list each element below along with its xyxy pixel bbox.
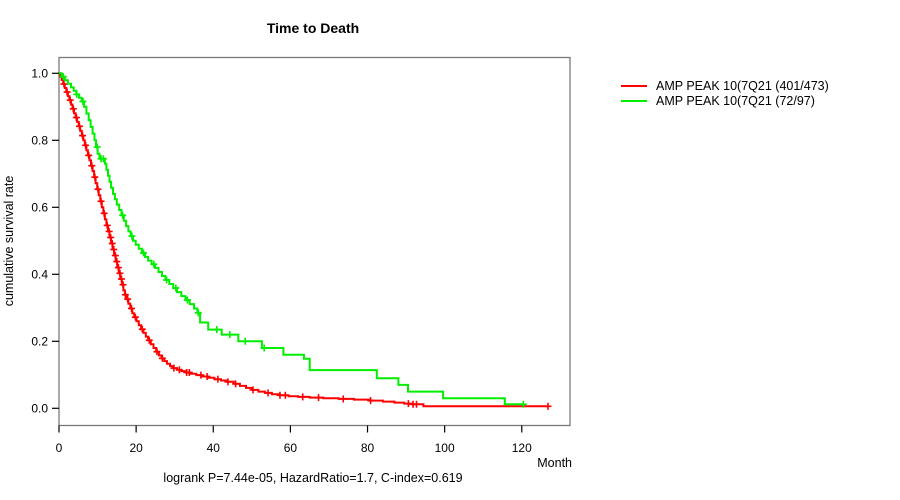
statistics-footnote: logrank P=7.44e-05, HazardRatio=1.7, C-i… — [163, 471, 462, 485]
x-tick-label: 100 — [435, 441, 455, 455]
x-tick-label: 120 — [512, 441, 532, 455]
survival-curve-series-1 — [59, 72, 552, 410]
km-step-line — [59, 72, 524, 406]
y-tick-label: 0.4 — [31, 268, 48, 282]
survival-curve-series-2 — [59, 72, 527, 408]
legend-label-group2: AMP PEAK 10(7Q21 (72/97) — [656, 94, 815, 108]
x-axis-label: Month — [537, 456, 572, 470]
survival-curves — [59, 72, 552, 410]
plot-box — [58, 56, 571, 427]
y-tick-label: 1.0 — [31, 67, 48, 81]
y-tick-label: 0.0 — [31, 402, 48, 416]
legend-label-group1: AMP PEAK 10(7Q21 (401/473) — [656, 79, 829, 93]
x-tick-label: 80 — [361, 441, 375, 455]
x-tick-label: 60 — [284, 441, 298, 455]
y-tick-label: 0.2 — [31, 335, 48, 349]
y-tick-label: 0.6 — [31, 201, 48, 215]
y-tick-label: 0.8 — [31, 134, 48, 148]
plot-border — [58, 56, 571, 427]
plot-title: Time to Death — [267, 20, 359, 36]
y-axis-label: cumulative survival rate — [2, 176, 16, 307]
legend: AMP PEAK 10(7Q21 (401/473) AMP PEAK 10(7… — [621, 79, 829, 108]
x-tick-label: 0 — [56, 441, 63, 455]
x-tick-label: 40 — [207, 441, 221, 455]
x-tick-label: 20 — [129, 441, 143, 455]
x-axis: 0 20 40 60 80 100 120 — [56, 425, 532, 455]
y-axis: 0.0 0.2 0.4 0.6 0.8 1.0 — [31, 67, 59, 416]
